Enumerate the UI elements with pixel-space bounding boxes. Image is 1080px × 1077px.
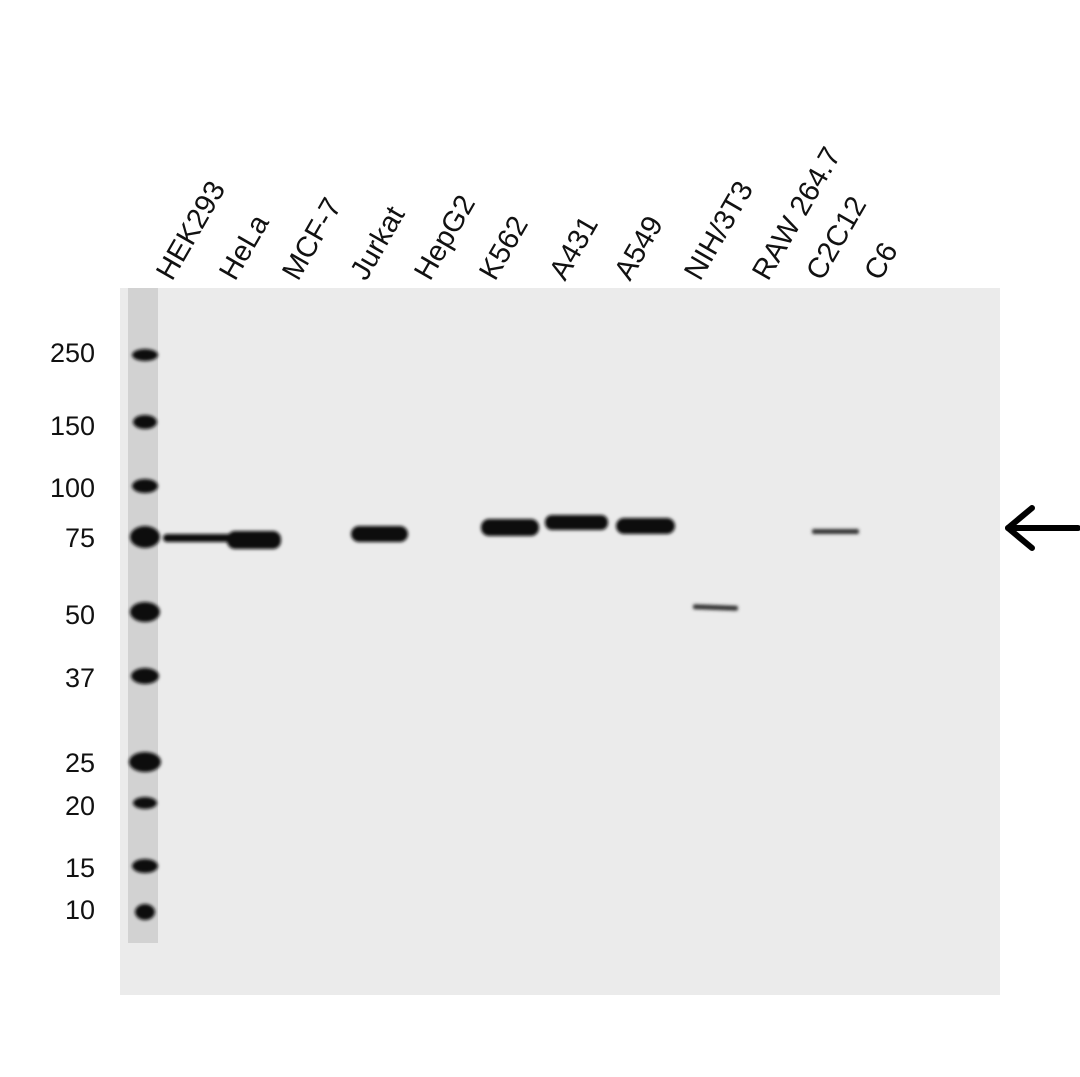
band <box>163 534 245 542</box>
membrane <box>120 288 1000 995</box>
marker-label: 20 <box>65 791 95 821</box>
ladder <box>129 349 161 920</box>
band <box>812 529 859 534</box>
marker-label: 10 <box>65 895 95 925</box>
marker-label: 25 <box>65 748 95 778</box>
lane-label: HeLa <box>213 209 276 286</box>
lane-label: Jurkat <box>344 201 411 285</box>
lane-label: C6 <box>858 237 904 285</box>
ladder-band <box>132 479 158 493</box>
band <box>692 604 738 611</box>
lane-label: A549 <box>608 211 670 286</box>
bands <box>163 515 859 611</box>
marker-label: 150 <box>50 411 95 441</box>
ladder-band <box>131 668 159 684</box>
lane-label: MCF-7 <box>276 193 348 286</box>
ladder-band <box>130 526 160 548</box>
ladder-band <box>132 859 158 873</box>
arrow <box>1005 505 1080 551</box>
ladder-band <box>129 752 161 772</box>
lane-label: HepG2 <box>408 190 482 286</box>
marker-label: 250 <box>50 338 95 368</box>
ladder-band <box>135 904 155 920</box>
arrow-head <box>1005 505 1035 551</box>
marker-label: 75 <box>65 523 95 553</box>
lane-label: A431 <box>543 211 605 286</box>
ladder-band <box>133 797 157 809</box>
lane-label: K562 <box>473 211 535 286</box>
band <box>545 515 608 530</box>
marker-label: 37 <box>65 663 95 693</box>
marker-label: 100 <box>50 473 95 503</box>
band <box>481 519 539 536</box>
band <box>616 518 675 534</box>
marker-label: 50 <box>65 600 95 630</box>
marker-label: 15 <box>65 853 95 883</box>
marker-labels: 250 150 100 75 50 37 25 20 15 10 <box>50 338 95 925</box>
band <box>351 526 408 542</box>
ladder-band <box>130 602 160 622</box>
ladder-band <box>133 415 157 429</box>
ladder-band <box>132 349 158 361</box>
band <box>227 531 281 549</box>
